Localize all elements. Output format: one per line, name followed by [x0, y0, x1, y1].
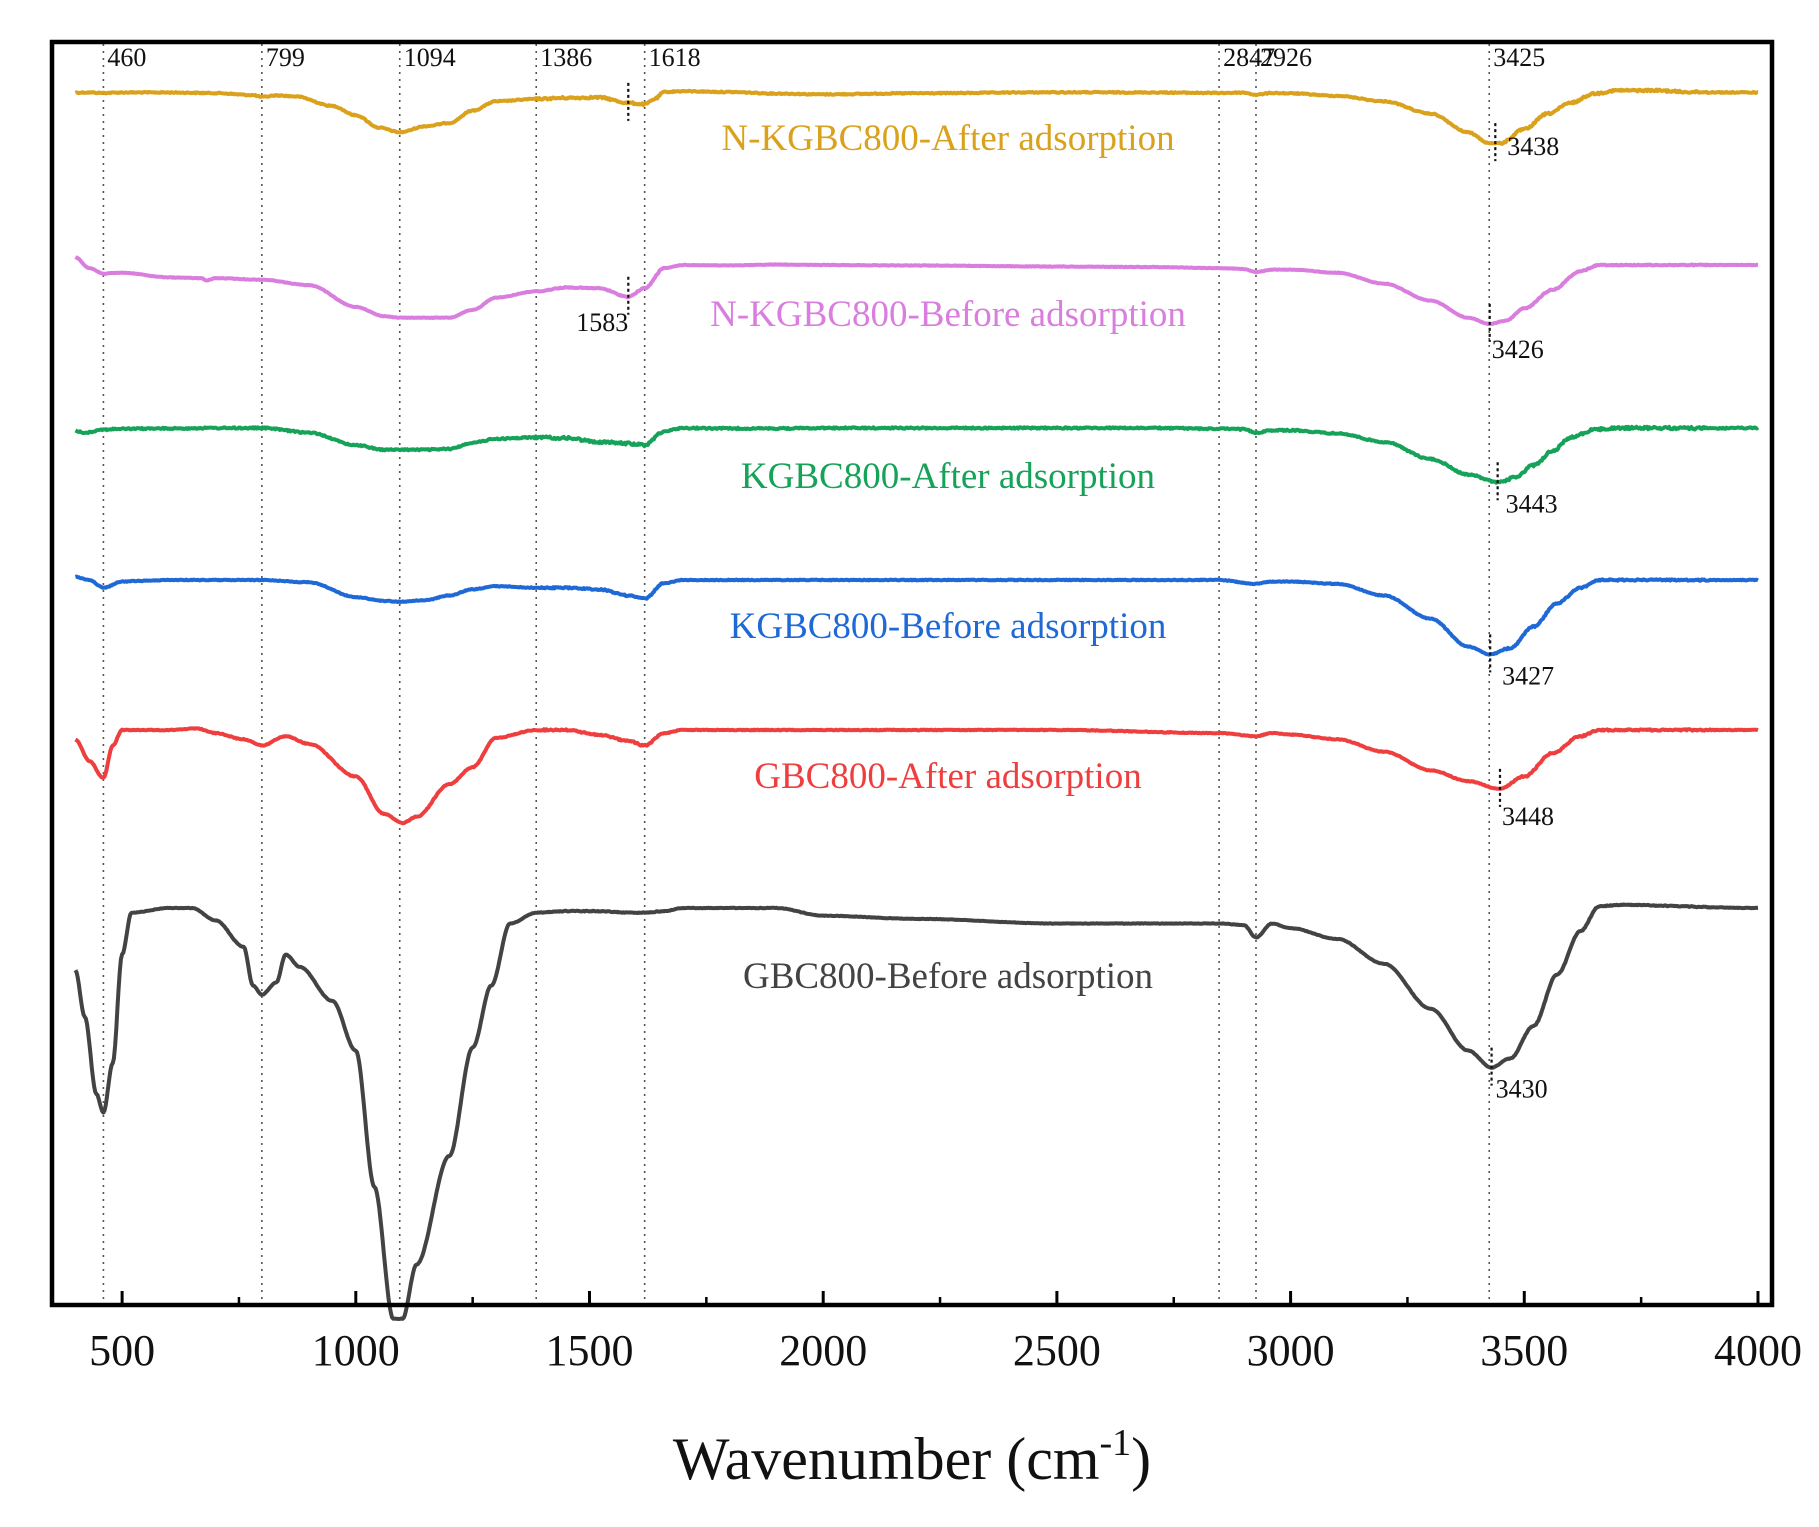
peak-label-4-0: 3448 [1502, 802, 1554, 831]
x-axis: 500 1000 1500 2000 2500 3000 3500 4000 [89, 1291, 1802, 1375]
series-label-4: GBC800-After adsorption [754, 756, 1141, 797]
peak-label-1-1: 3426 [1492, 335, 1544, 364]
series-label-0: N-KGBC800-After adsorption [721, 118, 1174, 159]
peak-label-2-0: 3443 [1506, 489, 1558, 518]
x-tick-label-2000: 2000 [779, 1326, 867, 1375]
x-tick-label-3500: 3500 [1480, 1326, 1568, 1375]
series-label-3: KGBC800-Before adsorption [730, 606, 1167, 647]
series-label-5: GBC800-Before adsorption [743, 956, 1153, 997]
series-labels-group: N-KGBC800-After adsorption N-KGBC800-Befo… [710, 118, 1186, 997]
series-line-3 [74, 574, 1759, 657]
x-tick-label-3000: 3000 [1247, 1326, 1335, 1375]
x-tick-label-500: 500 [89, 1326, 155, 1375]
series-label-1: N-KGBC800-Before adsorption [710, 294, 1186, 335]
series-label-2: KGBC800-After adsorption [741, 456, 1155, 497]
x-axis-title-main: Wavenumber (cm [673, 1426, 1100, 1492]
reference-label-1618: 1618 [649, 43, 701, 72]
x-tick-label-2500: 2500 [1013, 1326, 1101, 1375]
peak-label-0-0: 3438 [1507, 132, 1559, 161]
x-tick-label-1500: 1500 [546, 1326, 634, 1375]
reference-label-3425: 3425 [1493, 43, 1545, 72]
peak-label-1-0: 1583 [576, 308, 628, 337]
peak-label-3-0: 3427 [1502, 661, 1554, 690]
reference-label-2926: 2926 [1260, 43, 1312, 72]
reference-label-1094: 1094 [404, 43, 456, 72]
reference-label-460: 460 [107, 43, 146, 72]
plot-frame [49, 39, 1775, 1308]
peak-label-5-0: 3430 [1496, 1075, 1548, 1104]
series-line-2 [74, 424, 1760, 485]
series-group [73, 87, 1760, 1321]
series-line-5 [73, 902, 1759, 1321]
x-axis-title-superscript: -1 [1100, 1422, 1132, 1464]
reference-label-799: 799 [266, 43, 305, 72]
x-axis-title-close: ) [1131, 1426, 1151, 1492]
reference-label-2847: 2847 [1223, 43, 1275, 72]
x-axis-title: Wavenumber (cm-1) [673, 1422, 1151, 1492]
x-tick-label-1000: 1000 [312, 1326, 400, 1375]
peak-labels-group: 3438 1583 3426 3443 3427 3448 3430 [576, 82, 1559, 1104]
series-line-4 [74, 726, 1759, 826]
x-tick-label-4000: 4000 [1714, 1326, 1802, 1375]
series-line-1 [74, 255, 1759, 326]
reference-label-1386: 1386 [540, 43, 592, 72]
series-line-0 [74, 87, 1759, 146]
